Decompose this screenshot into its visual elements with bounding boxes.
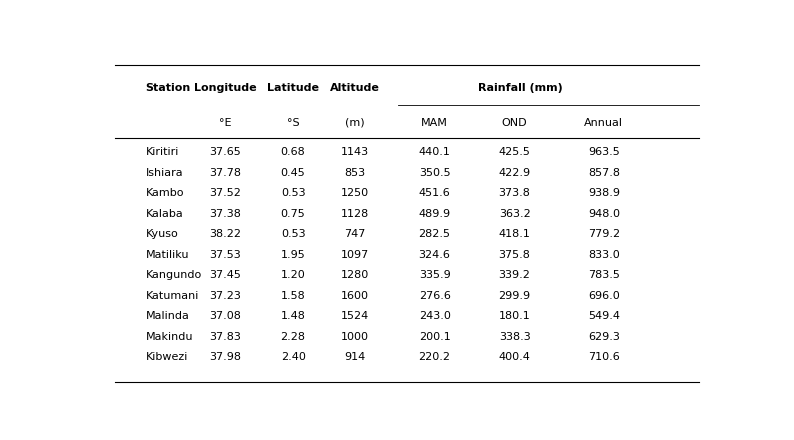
Text: 37.98: 37.98 [210,352,241,363]
Text: (m): (m) [345,118,364,128]
Text: 963.5: 963.5 [588,147,619,158]
Text: OND: OND [502,118,527,128]
Text: 1128: 1128 [341,209,368,219]
Text: Malinda: Malinda [145,312,189,321]
Text: 243.0: 243.0 [418,312,450,321]
Text: Kyuso: Kyuso [145,229,178,239]
Text: 363.2: 363.2 [499,209,530,219]
Text: Kangundo: Kangundo [145,271,202,280]
Text: 37.65: 37.65 [210,147,241,158]
Text: 1524: 1524 [341,312,368,321]
Text: 1.20: 1.20 [281,271,306,280]
Text: Makindu: Makindu [145,332,193,342]
Text: Ishiara: Ishiara [145,168,183,178]
Text: 375.8: 375.8 [499,250,530,260]
Text: MAM: MAM [421,118,448,128]
Text: 1143: 1143 [341,147,368,158]
Text: 914: 914 [344,352,365,363]
Text: 37.38: 37.38 [210,209,241,219]
Text: 324.6: 324.6 [418,250,450,260]
Text: 710.6: 710.6 [588,352,619,363]
Text: 0.75: 0.75 [281,209,306,219]
Text: Annual: Annual [584,118,623,128]
Text: 853: 853 [344,168,365,178]
Text: 37.78: 37.78 [210,168,241,178]
Text: 37.52: 37.52 [210,188,241,198]
Text: °S: °S [287,118,299,128]
Text: Kambo: Kambo [145,188,184,198]
Text: Longitude: Longitude [194,83,256,93]
Text: 833.0: 833.0 [588,250,619,260]
Text: °E: °E [219,118,232,128]
Text: 0.68: 0.68 [281,147,306,158]
Text: 37.45: 37.45 [210,271,241,280]
Text: 779.2: 779.2 [588,229,620,239]
Text: 299.9: 299.9 [499,291,530,301]
Text: 629.3: 629.3 [588,332,620,342]
Text: 1250: 1250 [341,188,368,198]
Text: 1000: 1000 [341,332,368,342]
Text: 335.9: 335.9 [418,271,450,280]
Text: Latitude: Latitude [267,83,319,93]
Text: 0.45: 0.45 [281,168,306,178]
Text: 1097: 1097 [341,250,368,260]
Text: Kiritiri: Kiritiri [145,147,179,158]
Text: 1.58: 1.58 [281,291,306,301]
Text: 747: 747 [344,229,365,239]
Text: Kalaba: Kalaba [145,209,183,219]
Text: 2.40: 2.40 [280,352,306,363]
Text: 37.53: 37.53 [210,250,241,260]
Text: 38.22: 38.22 [210,229,241,239]
Text: 373.8: 373.8 [499,188,530,198]
Text: 948.0: 948.0 [588,209,620,219]
Text: 783.5: 783.5 [588,271,620,280]
Text: 0.53: 0.53 [281,188,306,198]
Text: 418.1: 418.1 [499,229,530,239]
Text: 1.95: 1.95 [281,250,306,260]
Text: 422.9: 422.9 [499,168,530,178]
Text: 696.0: 696.0 [588,291,619,301]
Text: Station: Station [145,83,191,93]
Text: Matiliku: Matiliku [145,250,189,260]
Text: 2.28: 2.28 [280,332,306,342]
Text: 200.1: 200.1 [418,332,450,342]
Text: 489.9: 489.9 [418,209,451,219]
Text: 938.9: 938.9 [588,188,620,198]
Text: 350.5: 350.5 [418,168,450,178]
Text: 857.8: 857.8 [588,168,620,178]
Text: 1600: 1600 [341,291,368,301]
Text: 549.4: 549.4 [588,312,620,321]
Text: 400.4: 400.4 [499,352,530,363]
Text: Katumani: Katumani [145,291,198,301]
Text: 37.23: 37.23 [210,291,241,301]
Text: 220.2: 220.2 [418,352,451,363]
Text: 276.6: 276.6 [418,291,450,301]
Text: 339.2: 339.2 [499,271,530,280]
Text: 0.53: 0.53 [281,229,306,239]
Text: 37.83: 37.83 [210,332,241,342]
Text: 180.1: 180.1 [499,312,530,321]
Text: 282.5: 282.5 [418,229,451,239]
Text: 1.48: 1.48 [280,312,306,321]
Text: 338.3: 338.3 [499,332,530,342]
Text: Kibwezi: Kibwezi [145,352,187,363]
Text: 440.1: 440.1 [418,147,450,158]
Text: 451.6: 451.6 [418,188,450,198]
Text: 37.08: 37.08 [210,312,241,321]
Text: Rainfall (mm): Rainfall (mm) [479,83,563,93]
Text: 1280: 1280 [341,271,368,280]
Text: Altitude: Altitude [330,83,380,93]
Text: 425.5: 425.5 [499,147,530,158]
